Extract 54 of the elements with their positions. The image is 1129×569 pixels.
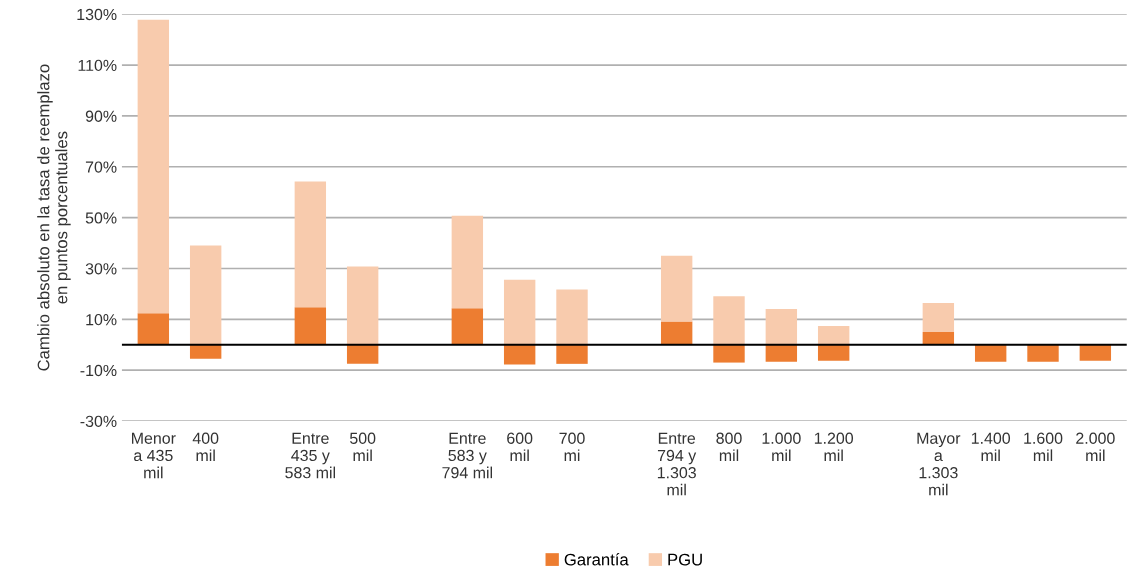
x-tick-label: Mayor a 1.303 mil bbox=[917, 432, 961, 496]
bar bbox=[451, 215, 484, 309]
x-tick-label: 2.000 mil bbox=[1076, 432, 1115, 461]
bar bbox=[817, 344, 850, 361]
legend-label: PGU bbox=[668, 553, 702, 566]
x-tick-label: 1.400 mil bbox=[971, 432, 1011, 461]
bar bbox=[660, 255, 693, 322]
x-tick-label: 700 mi bbox=[559, 432, 585, 461]
x-tick-label: Entre 435 y 583 mil bbox=[285, 432, 336, 479]
y-tick-label: -10% bbox=[80, 364, 117, 377]
bar bbox=[1079, 344, 1112, 361]
x-tick-label: 500 mil bbox=[349, 432, 376, 461]
y-axis-title: Cambio absoluto en la tasa de reemplazo en puntos porcentuales bbox=[37, 64, 71, 371]
x-tick-label: Menor a 435 mil bbox=[132, 432, 176, 479]
bar bbox=[974, 344, 1007, 362]
bar bbox=[189, 245, 222, 345]
x-tick-label: 1.000 mil bbox=[762, 432, 801, 461]
bar bbox=[765, 344, 798, 362]
bar bbox=[346, 266, 379, 345]
bar bbox=[294, 307, 327, 345]
bar bbox=[137, 19, 170, 314]
y-tick-label: 50% bbox=[85, 212, 117, 224]
bar bbox=[189, 344, 222, 359]
bar bbox=[713, 344, 745, 363]
x-tick-label: 400 mil bbox=[192, 432, 219, 461]
bar bbox=[556, 289, 588, 345]
x-tick-label: 1.200 mil bbox=[814, 432, 854, 461]
x-tick-label: 800 mil bbox=[716, 432, 742, 461]
bar bbox=[1027, 344, 1059, 362]
bar bbox=[346, 344, 379, 364]
bar bbox=[137, 313, 170, 345]
y-tick-label: 70% bbox=[85, 161, 117, 173]
x-tick-label: Entre 794 y 1.303 mil bbox=[657, 432, 697, 496]
bar bbox=[503, 279, 536, 345]
bar bbox=[503, 344, 536, 365]
x-tick-label: 1.600 mil bbox=[1024, 432, 1063, 461]
y-tick-label: -30% bbox=[80, 415, 117, 427]
y-tick-label: 110% bbox=[78, 59, 117, 72]
x-tick-label: 600 mil bbox=[507, 432, 533, 461]
legend-label: Garantía bbox=[564, 553, 629, 566]
y-tick-label: 10% bbox=[86, 313, 117, 326]
bar bbox=[294, 181, 327, 308]
x-tick-label: Entre 583 y 794 mil bbox=[442, 432, 493, 479]
bar bbox=[451, 308, 484, 345]
y-tick-label: 30% bbox=[85, 263, 117, 275]
bar bbox=[817, 325, 850, 345]
y-tick-label: 130% bbox=[77, 8, 117, 21]
bar bbox=[922, 303, 955, 333]
bar bbox=[660, 321, 693, 345]
bar bbox=[765, 308, 798, 345]
bar bbox=[922, 332, 955, 345]
y-tick-label: 90% bbox=[85, 110, 117, 122]
bar bbox=[556, 344, 588, 364]
bar bbox=[713, 296, 745, 345]
